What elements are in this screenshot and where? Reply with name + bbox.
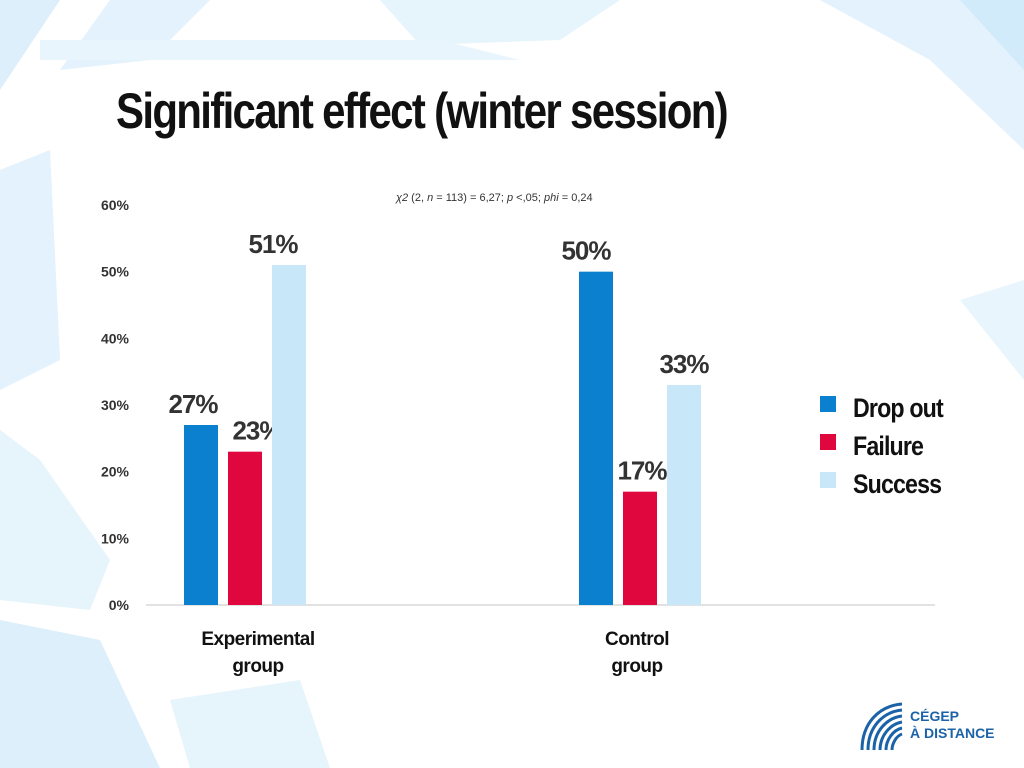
logo-text-line1: CÉGEP [910, 708, 960, 724]
bar-success [272, 265, 306, 605]
data-label: 27% [168, 389, 218, 419]
bar-failure [623, 491, 657, 605]
y-tick-label: 10% [101, 530, 130, 546]
data-label: 33% [659, 349, 709, 379]
p-value: <,05; [513, 192, 545, 204]
data-label: 17% [617, 456, 667, 486]
chi-square-note: χ2 (2, n = 113) = 6,27; p <,05; phi = 0,… [396, 192, 593, 204]
chi-symbol: χ2 [396, 192, 409, 204]
bar-failure [228, 451, 262, 605]
slide-title: Significant effect (winter session) [116, 83, 729, 139]
y-tick-label: 0% [109, 597, 130, 613]
y-tick-label: 30% [101, 397, 130, 413]
y-tick-label: 60% [101, 197, 130, 213]
logo-text: CÉGEP À DISTANCE [910, 708, 995, 742]
y-tick-label: 50% [101, 264, 130, 280]
data-label: 50% [561, 236, 611, 266]
x-category-label: group [232, 656, 283, 677]
y-tick-label: 20% [101, 464, 130, 480]
data-label: 51% [248, 229, 298, 259]
phi-symbol: phi [544, 192, 559, 204]
y-tick-label: 40% [101, 330, 130, 346]
legend-swatch-failure [820, 434, 836, 450]
cegep-a-distance-logo: CÉGEP À DISTANCE [858, 700, 1008, 756]
n-value: = 113) = 6,27; [433, 192, 507, 204]
legend-label-success: Success [853, 469, 942, 499]
phi-value: = 0,24 [558, 192, 593, 204]
logo-text-line2: À DISTANCE [910, 725, 995, 741]
legend-swatch-success [820, 472, 836, 488]
bar-success [667, 385, 701, 605]
legend-label-failure: Failure [853, 431, 924, 461]
x-category-label: group [611, 656, 662, 677]
df-text: (2, [408, 192, 428, 204]
bar-drop-out [184, 425, 218, 605]
bar-drop-out [579, 271, 613, 605]
legend-swatch-drop-out [820, 396, 836, 412]
legend-label-drop-out: Drop out [853, 393, 944, 423]
x-category-label: Experimental [201, 629, 314, 650]
p-symbol: p [507, 192, 514, 204]
x-category-label: Control [605, 629, 669, 650]
n-symbol: n [427, 192, 434, 204]
cegep-waves-icon [860, 702, 903, 751]
